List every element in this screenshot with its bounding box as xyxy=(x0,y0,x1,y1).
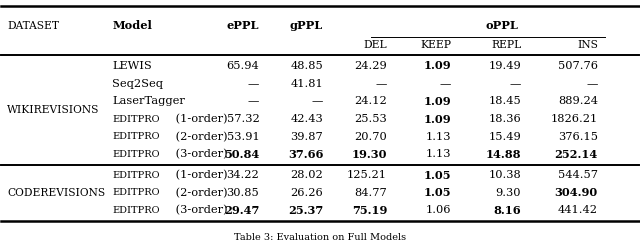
Text: —: — xyxy=(248,96,259,106)
Text: Seq2Seq: Seq2Seq xyxy=(113,79,163,89)
Text: EDITPRO: EDITPRO xyxy=(113,171,160,180)
Text: 15.49: 15.49 xyxy=(488,132,521,142)
Text: 8.16: 8.16 xyxy=(493,205,521,216)
Text: 25.53: 25.53 xyxy=(355,114,387,124)
Text: 1.09: 1.09 xyxy=(423,60,451,72)
Text: oPPL: oPPL xyxy=(486,20,518,31)
Text: —: — xyxy=(312,96,323,106)
Text: 9.30: 9.30 xyxy=(495,188,521,198)
Text: (1-order): (1-order) xyxy=(172,114,227,124)
Text: —: — xyxy=(440,79,451,89)
Text: 50.84: 50.84 xyxy=(224,149,259,160)
Text: EDITPRO: EDITPRO xyxy=(113,132,160,141)
Text: 1.05: 1.05 xyxy=(424,187,451,198)
Text: (3-order): (3-order) xyxy=(172,149,227,160)
Text: —: — xyxy=(248,79,259,89)
Text: 30.85: 30.85 xyxy=(227,188,259,198)
Text: 57.32: 57.32 xyxy=(227,114,259,124)
Text: WIKIREVISIONS: WIKIREVISIONS xyxy=(7,105,99,115)
Text: 1.05: 1.05 xyxy=(424,169,451,180)
Text: (2-order): (2-order) xyxy=(172,188,227,198)
Text: 75.19: 75.19 xyxy=(351,205,387,216)
Text: REPL: REPL xyxy=(491,41,521,50)
Text: 19.30: 19.30 xyxy=(351,149,387,160)
Text: —: — xyxy=(376,79,387,89)
Text: 889.24: 889.24 xyxy=(558,96,598,106)
Text: 41.81: 41.81 xyxy=(291,79,323,89)
Text: 20.70: 20.70 xyxy=(355,132,387,142)
Text: 18.36: 18.36 xyxy=(488,114,521,124)
Text: 1.06: 1.06 xyxy=(426,205,451,216)
Text: 18.45: 18.45 xyxy=(488,96,521,106)
Text: 42.43: 42.43 xyxy=(291,114,323,124)
Text: 441.42: 441.42 xyxy=(558,205,598,216)
Text: DEL: DEL xyxy=(364,41,387,50)
Text: Model: Model xyxy=(113,20,152,31)
Text: 376.15: 376.15 xyxy=(558,132,598,142)
Text: 1826.21: 1826.21 xyxy=(550,114,598,124)
Text: 25.37: 25.37 xyxy=(288,205,323,216)
Text: —: — xyxy=(586,79,598,89)
Text: 24.12: 24.12 xyxy=(355,96,387,106)
Text: KEEP: KEEP xyxy=(420,41,451,50)
Text: CODEREVISIONS: CODEREVISIONS xyxy=(7,188,105,198)
Text: EDITPRO: EDITPRO xyxy=(113,114,160,124)
Text: 1.09: 1.09 xyxy=(423,114,451,125)
Text: 29.47: 29.47 xyxy=(224,205,259,216)
Text: EDITPRO: EDITPRO xyxy=(113,206,160,215)
Text: 65.94: 65.94 xyxy=(227,61,259,71)
Text: 19.49: 19.49 xyxy=(488,61,521,71)
Text: 39.87: 39.87 xyxy=(291,132,323,142)
Text: (3-order): (3-order) xyxy=(172,205,227,216)
Text: LaserTagger: LaserTagger xyxy=(113,96,186,106)
Text: 24.29: 24.29 xyxy=(355,61,387,71)
Text: 14.88: 14.88 xyxy=(486,149,521,160)
Text: 507.76: 507.76 xyxy=(558,61,598,71)
Text: 28.02: 28.02 xyxy=(291,170,323,180)
Text: ePPL: ePPL xyxy=(227,20,259,31)
Text: EDITPRO: EDITPRO xyxy=(113,150,160,159)
Text: 1.13: 1.13 xyxy=(426,150,451,160)
Text: (2-order): (2-order) xyxy=(172,132,227,142)
Text: 304.90: 304.90 xyxy=(554,187,598,198)
Text: LEWIS: LEWIS xyxy=(113,61,152,71)
Text: 26.26: 26.26 xyxy=(291,188,323,198)
Text: gPPL: gPPL xyxy=(290,20,323,31)
Text: 252.14: 252.14 xyxy=(554,149,598,160)
Text: 37.66: 37.66 xyxy=(288,149,323,160)
Text: 125.21: 125.21 xyxy=(347,170,387,180)
Text: 1.09: 1.09 xyxy=(423,96,451,107)
Text: 34.22: 34.22 xyxy=(227,170,259,180)
Text: DATASET: DATASET xyxy=(7,21,59,30)
Text: INS: INS xyxy=(577,41,598,50)
Text: 84.77: 84.77 xyxy=(355,188,387,198)
Text: 1.13: 1.13 xyxy=(426,132,451,142)
Text: 544.57: 544.57 xyxy=(558,170,598,180)
Text: —: — xyxy=(510,79,521,89)
Text: 48.85: 48.85 xyxy=(291,61,323,71)
Text: (1-order): (1-order) xyxy=(172,170,227,180)
Text: 53.91: 53.91 xyxy=(227,132,259,142)
Text: 10.38: 10.38 xyxy=(488,170,521,180)
Text: EDITPRO: EDITPRO xyxy=(113,188,160,197)
Text: Table 3: Evaluation on Full Models: Table 3: Evaluation on Full Models xyxy=(234,233,406,240)
